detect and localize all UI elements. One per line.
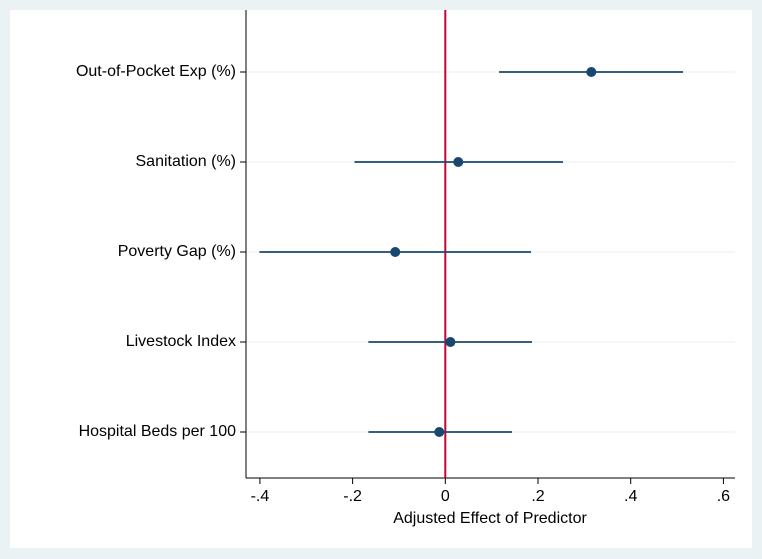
x-tick-label: .6 bbox=[717, 488, 730, 505]
x-tick-label: .4 bbox=[624, 488, 637, 505]
y-tick-label: Hospital Beds per 100 bbox=[79, 423, 237, 440]
plot-background bbox=[10, 10, 752, 548]
y-tick-label: Sanitation (%) bbox=[136, 153, 237, 170]
x-tick-label: .2 bbox=[531, 488, 544, 505]
point-estimate bbox=[445, 337, 456, 347]
y-tick-label: Poverty Gap (%) bbox=[118, 243, 236, 260]
point-estimate bbox=[586, 67, 597, 77]
x-tick-label: -.4 bbox=[251, 488, 270, 505]
point-estimate bbox=[390, 247, 401, 257]
y-tick-label: Livestock Index bbox=[126, 333, 236, 350]
x-tick-label: 0 bbox=[441, 488, 450, 505]
x-tick-label: -.2 bbox=[343, 488, 362, 505]
point-estimate bbox=[453, 157, 464, 167]
x-axis-title: Adjusted Effect of Predictor bbox=[393, 510, 587, 527]
point-estimate bbox=[434, 427, 445, 437]
y-tick-label: Out-of-Pocket Exp (%) bbox=[76, 63, 236, 80]
